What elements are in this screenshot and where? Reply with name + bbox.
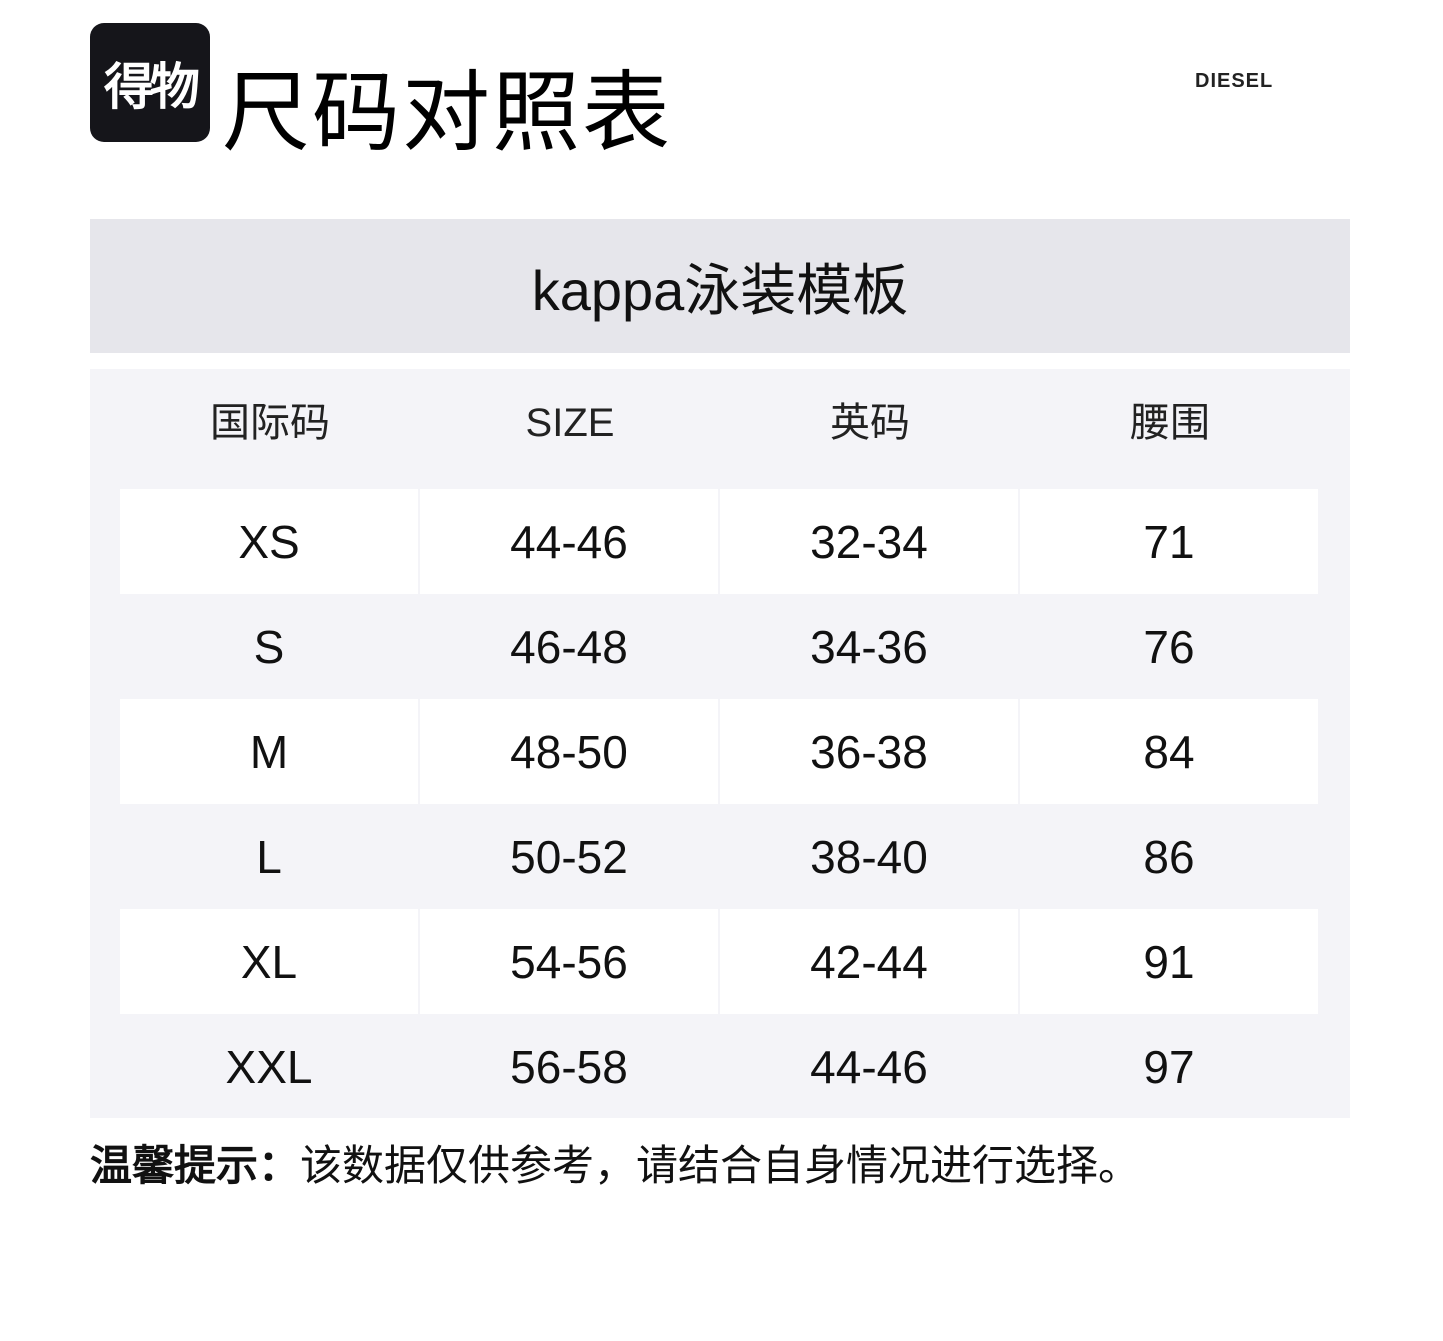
size-table: 国际码 SIZE 英码 腰围 XS 44-46 32-34 71 S 46-48 34-36… — [90, 369, 1350, 1118]
table-row: M 48-50 36-38 84 — [120, 699, 1320, 804]
table-cell: 34-36 — [810, 620, 928, 673]
column-header: 英码 — [830, 401, 910, 445]
table-cell: 76 — [1143, 620, 1195, 673]
table-cell: 71 — [1020, 489, 1318, 594]
table-cell: 32-34 — [720, 489, 1018, 594]
dewu-logo: 得物 — [90, 23, 210, 142]
table-cell: 91 — [1020, 909, 1318, 1014]
table-cell: XL — [120, 909, 418, 1014]
template-title-text: kappa泳装模板 — [531, 258, 909, 322]
table-cell: 97 — [1143, 1040, 1195, 1093]
table-cell: 48-50 — [420, 699, 718, 804]
table-cell: XXL — [225, 1040, 313, 1093]
brand-logo: DIESEL — [1195, 70, 1274, 92]
table-cell: L — [256, 830, 282, 883]
column-header: 国际码 — [210, 401, 330, 445]
table-cell: 36-38 — [720, 699, 1018, 804]
table-cell: 84 — [1020, 699, 1318, 804]
table-cell: S — [253, 620, 285, 673]
column-header: SIZE — [525, 401, 615, 445]
table-body: XS 44-46 32-34 71 S 46-48 34-36 76 M 48-50 36-38 84… — [120, 489, 1320, 1119]
table-cell: 56-58 — [510, 1040, 628, 1093]
table-cell: XS — [120, 489, 418, 594]
tip-text: 该数据仅供参考，请结合自身情况进行选择。 — [300, 1142, 1141, 1189]
table-cell: 50-52 — [510, 830, 628, 883]
tip-note: 温馨提示：该数据仅供参考，请结合自身情况进行选择。 — [90, 1138, 1140, 1194]
template-title: kappa泳装模板 — [90, 219, 1350, 353]
column-header: 腰围 — [1130, 401, 1210, 445]
table-row: XL 54-56 42-44 91 — [120, 909, 1320, 1014]
table-cell: M — [120, 699, 418, 804]
page-title: 尺码对照表 — [222, 63, 673, 162]
table-header: 国际码 SIZE 英码 腰围 — [120, 369, 1320, 489]
table-cell: 44-46 — [420, 489, 718, 594]
table-row: XXL 56-58 44-46 97 — [120, 1014, 1320, 1119]
table-cell: 44-46 — [810, 1040, 928, 1093]
table-cell: 38-40 — [810, 830, 928, 883]
table-cell: 86 — [1143, 830, 1195, 883]
table-cell: 54-56 — [420, 909, 718, 1014]
table-cell: 46-48 — [510, 620, 628, 673]
table-cell: 42-44 — [720, 909, 1018, 1014]
tip-label: 温馨提示： — [90, 1142, 301, 1189]
table-row: XS 44-46 32-34 71 — [120, 489, 1320, 594]
table-row: S 46-48 34-36 76 — [120, 594, 1320, 699]
logo-text: 得物 — [104, 58, 200, 115]
table-row: L 50-52 38-40 86 — [120, 804, 1320, 909]
